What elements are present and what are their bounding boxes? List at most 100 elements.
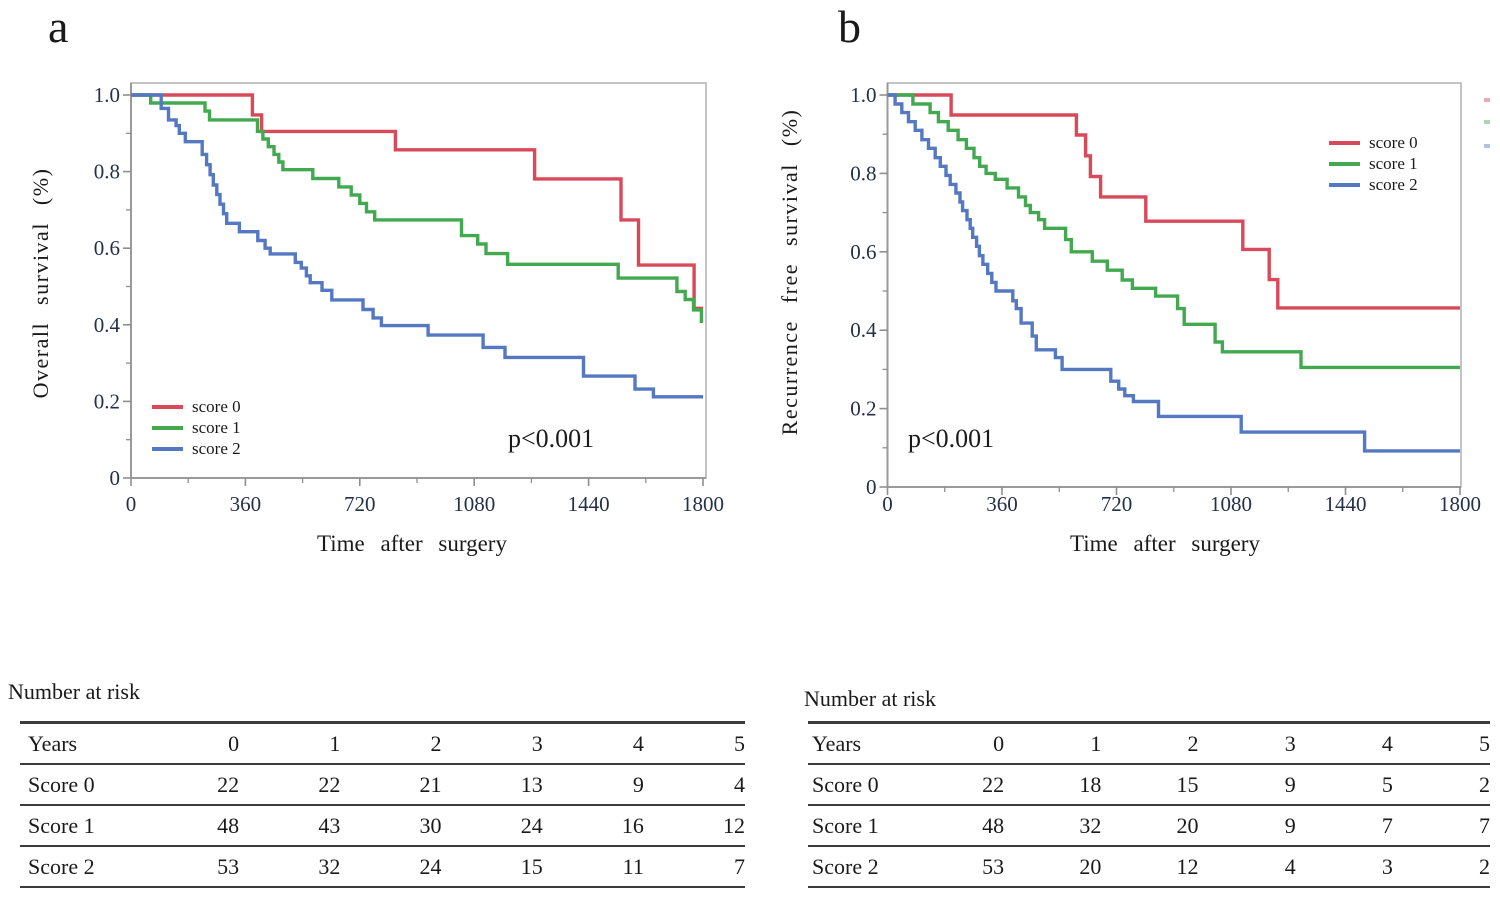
panel-a-x-axis-title: Time after surgery — [317, 531, 507, 556]
risk-table-row-label: Score 2 — [812, 854, 879, 879]
risk-table-cell: 12 — [1176, 854, 1199, 879]
legend-item: score 1 — [152, 417, 241, 438]
panel-b-risk-table-title: Number at risk — [804, 686, 936, 711]
risk-table-cell: 18 — [1079, 772, 1102, 797]
risk-table-row-label: Score 1 — [28, 813, 95, 838]
legend-line-swatch-icon — [1329, 182, 1360, 187]
risk-table-cell: 1 — [329, 731, 341, 756]
legend-label: score 0 — [1369, 132, 1418, 152]
legend-label: score 1 — [1369, 153, 1418, 173]
risk-table-cell: 48 — [982, 813, 1005, 838]
risk-table-cell: 2 — [430, 731, 442, 756]
risk-table-cell: 53 — [217, 854, 240, 879]
risk-table-cell: 2 — [1187, 731, 1199, 756]
y-tick-label: 1.0 — [94, 83, 120, 107]
risk-table-cell: 16 — [621, 813, 644, 838]
risk-table-cell: 0 — [993, 731, 1005, 756]
x-tick-label: 1080 — [453, 492, 495, 516]
risk-table-cell: 2 — [1479, 854, 1491, 879]
y-tick-label: 0.8 — [850, 161, 876, 185]
y-tick-label: 0 — [110, 466, 121, 490]
x-tick-label: 0 — [126, 492, 137, 516]
risk-table-cell: 22 — [217, 772, 240, 797]
risk-table-row-label: Score 2 — [28, 854, 95, 879]
y-tick-label: 0.4 — [94, 313, 121, 337]
panel-a-legend: score 0 score 1 score 2 — [152, 396, 241, 459]
risk-table-cell: 21 — [419, 772, 442, 797]
legend-item: score 2 — [152, 438, 241, 459]
y-tick-label: 0.2 — [850, 397, 876, 421]
legend-line-swatch-icon — [1329, 161, 1360, 166]
legend-line-swatch-icon — [152, 425, 183, 430]
risk-table-cell: 4 — [1284, 854, 1296, 879]
y-tick-label: 0.8 — [94, 160, 120, 184]
risk-table-cell: 11 — [622, 854, 644, 879]
legend-label: score 0 — [192, 396, 241, 416]
legend-label: score 2 — [1369, 174, 1418, 194]
km-curve-score-1 — [131, 93, 704, 324]
risk-table-cell: 30 — [419, 813, 442, 838]
x-tick-label: 720 — [344, 492, 376, 516]
x-tick-label: 360 — [230, 492, 262, 516]
risk-table-cell: 4 — [1381, 731, 1393, 756]
legend-line-swatch-icon — [1329, 140, 1360, 145]
risk-table-row-label: Score 0 — [812, 772, 879, 797]
risk-table-row-label: Score 0 — [28, 772, 95, 797]
legend-item: score 1 — [1329, 153, 1418, 174]
risk-table-row: Score 0 22 22 21 13 9 4 — [20, 765, 745, 806]
x-tick-label: 0 — [882, 492, 893, 516]
risk-table-cell: 7 — [1381, 813, 1393, 838]
risk-table-cell: 7 — [734, 854, 746, 879]
risk-table-row-label: Years — [812, 731, 862, 756]
risk-table-cell: 22 — [982, 772, 1005, 797]
km-curve-score-2 — [131, 93, 703, 399]
risk-table-cell: 5 — [1479, 731, 1491, 756]
y-tick-label: 1.0 — [850, 83, 876, 107]
x-tick-label: 360 — [986, 492, 1018, 516]
risk-table-cell: 15 — [520, 854, 543, 879]
risk-table-cell: 0 — [228, 731, 240, 756]
panel-a-p-value: p<0.001 — [508, 424, 595, 453]
risk-table-cell: 4 — [632, 731, 644, 756]
legend-item: score 0 — [1329, 132, 1418, 153]
panel-a-risk-table: Years 0 1 2 3 4 5 Score 0 22 22 21 13 9 4 Score 1 48 43 3… — [20, 721, 745, 888]
panel-b-label: b — [838, 1, 861, 52]
risk-table-cell: 15 — [1176, 772, 1199, 797]
km-curve-score-1 — [887, 93, 1460, 370]
risk-table-cell: 20 — [1079, 854, 1102, 879]
risk-table-cell: 3 — [1381, 854, 1393, 879]
panel-a-risk-table-title: Number at risk — [8, 679, 140, 704]
panel-b-legend: score 0 score 1 score 2 — [1329, 132, 1418, 195]
legend-label: score 2 — [192, 438, 241, 458]
x-tick-label: 1080 — [1210, 492, 1252, 516]
legend-line-swatch-icon — [152, 446, 183, 451]
risk-table-row-label: Score 1 — [812, 813, 879, 838]
risk-table-row: Score 2 53 32 24 15 11 7 — [20, 847, 745, 888]
risk-table-cell: 22 — [318, 772, 341, 797]
risk-table-cell: 13 — [520, 772, 543, 797]
risk-table-header-row: Years 0 1 2 3 4 5 — [808, 724, 1490, 765]
legend-item: score 2 — [1329, 174, 1418, 195]
legend-label: score 1 — [192, 417, 241, 437]
risk-table-cell: 48 — [217, 813, 240, 838]
panel-b-x-axis-title: Time after surgery — [1070, 531, 1260, 556]
risk-table-cell: 43 — [318, 813, 341, 838]
y-tick-label: 0 — [866, 475, 877, 499]
risk-table-cell: 9 — [632, 772, 644, 797]
panel-b-p-value: p<0.001 — [908, 424, 995, 453]
risk-table-cell: 20 — [1176, 813, 1199, 838]
risk-table-row: Score 2 53 20 12 4 3 2 — [808, 847, 1490, 888]
risk-table-cell: 1 — [1090, 731, 1102, 756]
panel-b-risk-table: Years 0 1 2 3 4 5 Score 0 22 18 15 9 5 2 Score 1 48 32 20… — [808, 721, 1490, 888]
risk-table-row: Score 1 48 43 30 24 16 12 — [20, 806, 745, 847]
risk-table-cell: 12 — [723, 813, 746, 838]
risk-table-cell: 24 — [419, 854, 442, 879]
risk-table-row-label: Years — [28, 731, 78, 756]
risk-table-cell: 5 — [1381, 772, 1393, 797]
km-curve-score-0 — [131, 93, 703, 310]
y-tick-label: 0.4 — [850, 318, 877, 342]
risk-table-row: Score 0 22 18 15 9 5 2 — [808, 765, 1490, 806]
risk-table-cell: 9 — [1284, 813, 1296, 838]
legend-line-swatch-icon — [152, 404, 183, 409]
